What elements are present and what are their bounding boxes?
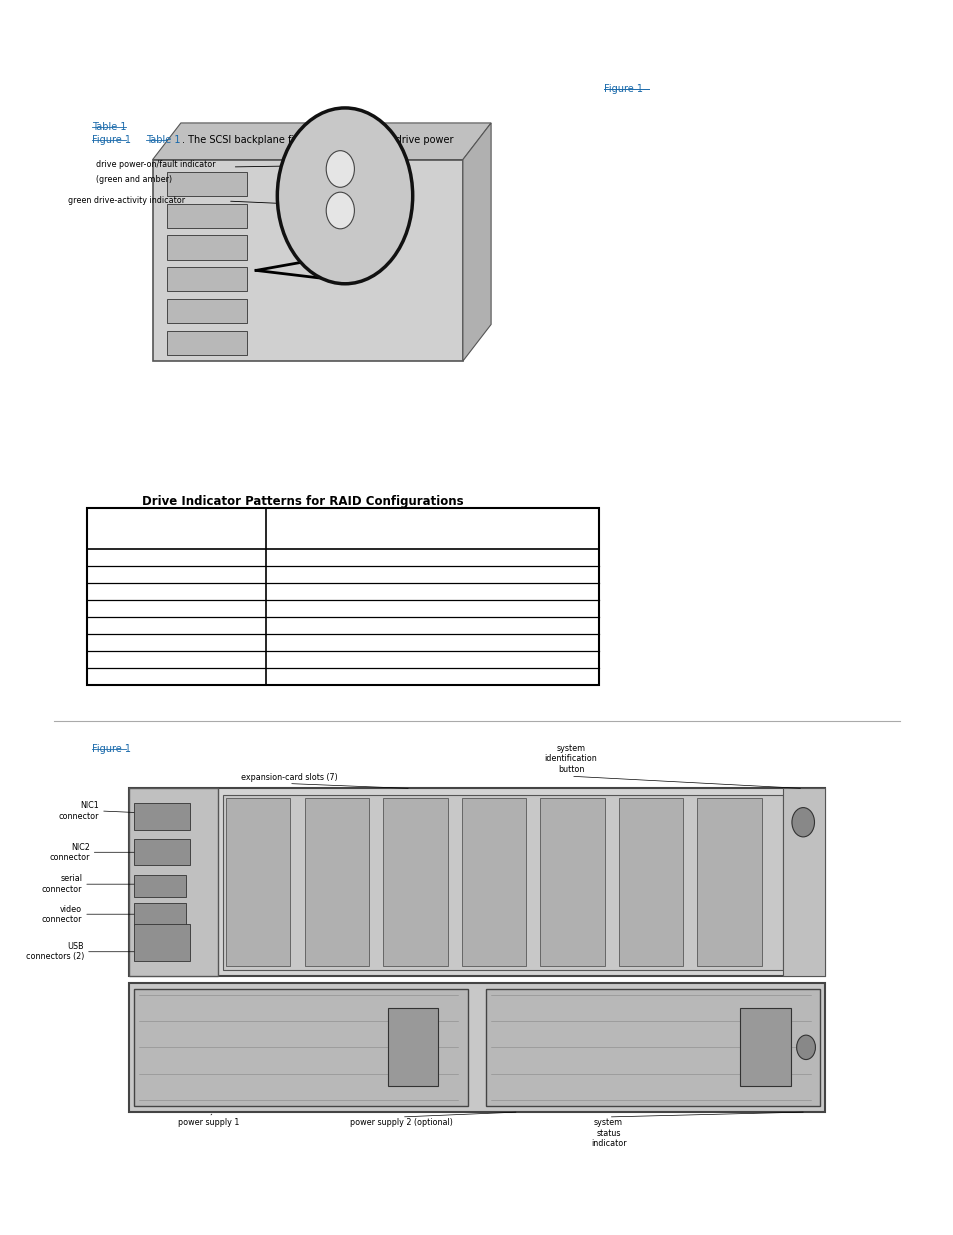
Bar — [226, 798, 290, 966]
Bar — [167, 172, 247, 196]
Bar — [133, 925, 190, 961]
Text: video
connector: video connector — [42, 904, 82, 924]
Circle shape — [326, 151, 354, 188]
Bar — [87, 508, 598, 684]
Bar — [781, 788, 824, 976]
Text: Figure 1: Figure 1 — [91, 745, 131, 755]
Bar — [383, 798, 447, 966]
Bar — [167, 236, 247, 259]
Bar — [129, 983, 824, 1112]
Polygon shape — [152, 124, 491, 159]
Bar — [133, 876, 186, 898]
Bar — [167, 267, 247, 291]
Text: Table 1: Table 1 — [146, 135, 180, 146]
Bar — [129, 788, 218, 976]
Bar — [697, 798, 761, 966]
Text: Table 1: Table 1 — [91, 122, 126, 132]
Text: (green and amber): (green and amber) — [96, 175, 172, 184]
Bar — [167, 204, 247, 228]
Bar — [167, 299, 247, 324]
Text: Figure 1: Figure 1 — [91, 135, 131, 146]
Circle shape — [791, 808, 814, 837]
Bar — [461, 798, 525, 966]
Bar — [167, 331, 247, 354]
Bar — [133, 803, 190, 830]
Text: NIC2
connector: NIC2 connector — [50, 842, 90, 862]
Bar — [133, 989, 467, 1107]
Text: system
status
indicator: system status indicator — [590, 1118, 626, 1149]
Bar — [486, 989, 820, 1107]
Circle shape — [326, 193, 354, 228]
Bar — [133, 839, 190, 866]
Bar — [304, 798, 369, 966]
Text: system
identification
button: system identification button — [544, 743, 597, 774]
Text: Drive Indicator Patterns for RAID Configurations: Drive Indicator Patterns for RAID Config… — [142, 495, 463, 509]
Polygon shape — [462, 124, 491, 361]
Bar — [152, 159, 462, 361]
Text: green drive-activity indicator: green drive-activity indicator — [68, 196, 185, 205]
Bar — [740, 1009, 790, 1086]
Text: . The SCSI backplane firmware controls the drive power: . The SCSI backplane firmware controls t… — [182, 135, 453, 146]
Text: expansion-card slots (7): expansion-card slots (7) — [240, 773, 337, 782]
Text: power supply 2 (optional): power supply 2 (optional) — [350, 1118, 453, 1128]
Text: USB
connectors (2): USB connectors (2) — [26, 942, 84, 961]
Bar — [133, 904, 186, 925]
Text: power supply 1: power supply 1 — [178, 1118, 239, 1128]
Circle shape — [277, 107, 413, 284]
Text: NIC1
connector: NIC1 connector — [58, 802, 99, 821]
Text: serial
connector: serial connector — [42, 874, 82, 894]
Bar — [223, 794, 781, 969]
Text: drive power-on/fault indicator: drive power-on/fault indicator — [96, 159, 215, 169]
Circle shape — [796, 1035, 815, 1060]
Bar — [618, 798, 682, 966]
Bar — [129, 788, 824, 976]
Text: Figure 1: Figure 1 — [603, 84, 642, 94]
Bar — [539, 798, 604, 966]
Bar — [387, 1009, 438, 1086]
